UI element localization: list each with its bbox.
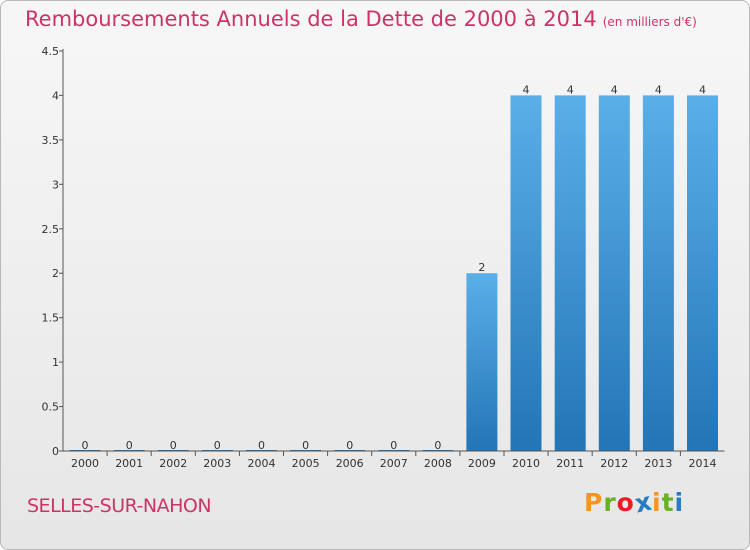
x-tick-label-2002: 2002 [159, 457, 187, 470]
commune-name: SELLES-SUR-NAHON [27, 495, 212, 517]
y-tick-label: 1 [52, 356, 59, 369]
logo-letter: i [652, 488, 662, 517]
logo-letter: o [616, 488, 635, 517]
x-tick-label-2011: 2011 [556, 457, 584, 470]
x-tick-label-2001: 2001 [115, 457, 143, 470]
bar-2013 [642, 95, 674, 452]
value-label-2008: 0 [434, 439, 441, 452]
axes: 2000 2001 2002 2003 2004 2005 2006 2007 2008 2009… [42, 45, 725, 470]
x-tick-label-2008: 2008 [424, 457, 452, 470]
y-tick-label: 2.5 [42, 223, 60, 236]
y-tick-label: 0 [52, 445, 59, 458]
value-label-2001: 0 [126, 439, 133, 452]
value-label-2002: 0 [170, 439, 177, 452]
proxiti-logo: Proxiti [584, 487, 685, 519]
value-label-2009: 2 [478, 261, 485, 274]
x-tick-label-2013: 2013 [644, 457, 672, 470]
y-tick-label: 4 [52, 89, 59, 102]
value-label-2012: 4 [611, 83, 618, 96]
y-tick-label: 1.5 [42, 312, 60, 325]
x-tick-label-2004: 2004 [248, 457, 276, 470]
logo-letter: i [674, 488, 685, 517]
chart-title: Remboursements Annuels de la Dette de 20… [25, 7, 697, 31]
y-tick-label: 3 [52, 178, 59, 191]
x-tick-label-2012: 2012 [600, 457, 628, 470]
bar-2012 [598, 95, 630, 452]
y-tick-label: 4.5 [42, 45, 60, 58]
logo-letter: t [661, 488, 675, 517]
value-label-2007: 0 [390, 439, 397, 452]
x-tick-label-2009: 2009 [468, 457, 496, 470]
x-tick-label-2000: 2000 [71, 457, 99, 470]
x-tick-label-2006: 2006 [336, 457, 364, 470]
logo-letter: r [603, 488, 617, 517]
value-label-2010: 4 [523, 83, 530, 96]
chart-title-text: Remboursements Annuels de la Dette de 20… [25, 7, 597, 31]
logo-letter: P [584, 488, 604, 517]
bar-2014 [687, 95, 718, 452]
x-tick-label-2010: 2010 [512, 457, 540, 470]
x-tick-label-2005: 2005 [292, 457, 320, 470]
value-label-2006: 0 [346, 439, 353, 452]
value-label-2004: 0 [258, 439, 265, 452]
value-label-2014: 4 [699, 83, 706, 96]
y-tick-label: 0.5 [42, 401, 60, 414]
value-label-2003: 0 [214, 439, 221, 452]
value-label-2013: 4 [655, 83, 662, 96]
bar-2009 [466, 273, 498, 451]
value-label-2000: 0 [82, 439, 89, 452]
y-tick-label: 2 [52, 267, 59, 280]
x-tick-label-2007: 2007 [380, 457, 408, 470]
value-label-2011: 4 [567, 83, 574, 96]
value-label-2005: 0 [302, 439, 309, 452]
x-tick-label-2003: 2003 [203, 457, 231, 470]
chart-subtitle: (en milliers d'€) [602, 15, 697, 29]
value-labels: 0 0 0 0 0 0 0 0 0 2 4 4 4 4 4 [82, 83, 707, 452]
x-tick-label-2014: 2014 [689, 457, 717, 470]
bar-2010 [510, 95, 542, 452]
bar-2011 [554, 95, 586, 452]
y-tick-label: 3.5 [42, 134, 60, 147]
bars [69, 95, 718, 452]
